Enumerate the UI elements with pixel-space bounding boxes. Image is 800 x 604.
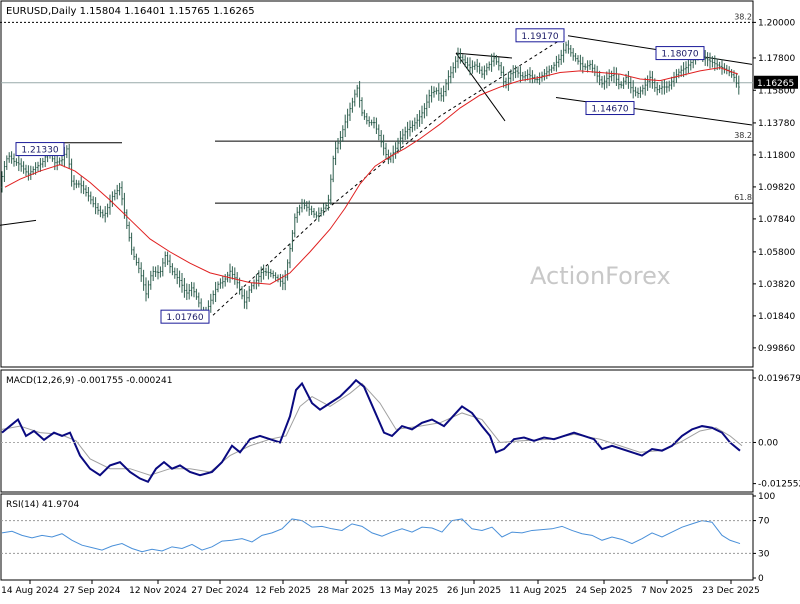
trend-line bbox=[455, 52, 513, 59]
time-tick-label: 12 Nov 2024 bbox=[129, 586, 187, 596]
price-axis: 1.20000 1.17800 1.15800 1.13780 1.11800 1.098… bbox=[753, 18, 798, 354]
price-tick-label: 1.03820 bbox=[758, 280, 795, 290]
price-tick-label: 1.20000 bbox=[758, 18, 795, 28]
macd-tick-label: 0.019679 bbox=[758, 374, 800, 384]
price-tick-label: 1.11800 bbox=[758, 151, 795, 161]
rsi-axis: 100 70 30 0 bbox=[1, 492, 775, 584]
price-annotation-box bbox=[15, 142, 65, 157]
rsi-panel-frame bbox=[0, 493, 754, 581]
macd-panel-frame bbox=[0, 369, 754, 493]
price-annotation-label: 1.19170 bbox=[521, 32, 558, 42]
current-price-tag: 1.16265 bbox=[754, 75, 798, 89]
macd-lines bbox=[1, 378, 743, 484]
rsi-line bbox=[1, 518, 741, 553]
price-series bbox=[1, 40, 740, 321]
time-tick-label: 28 Mar 2025 bbox=[317, 586, 374, 596]
rsi-tick-label: 0 bbox=[758, 574, 764, 584]
price-annotation: 1.14670 bbox=[585, 101, 635, 116]
rsi-lines bbox=[1, 518, 741, 553]
price-annotation: 1.19170 bbox=[515, 28, 565, 43]
macd-tick-label: -0.012552 bbox=[758, 480, 800, 490]
fib-level-label: 61.8 bbox=[734, 193, 752, 202]
time-tick-label: 27 Dec 2024 bbox=[191, 586, 249, 596]
price-panel: EURUSD,Daily 1.15804 1.16401 1.15765 1.1… bbox=[0, 0, 798, 368]
price-annotation-label: 1.14670 bbox=[591, 105, 628, 115]
rsi-title: RSI(14) 41.9704 bbox=[6, 500, 79, 510]
price-annotation: 1.01760 bbox=[160, 309, 210, 324]
macd-title: MACD(12,26,9) -0.001755 -0.000241 bbox=[6, 376, 172, 386]
trend-line bbox=[455, 52, 506, 122]
price-annotation-label: 1.01760 bbox=[166, 313, 203, 323]
macd-main-line bbox=[1, 378, 741, 484]
time-axis: 14 Aug 2024 27 Sep 2024 12 Nov 2024 27 Dec … bbox=[1, 580, 760, 596]
price-panel-frame bbox=[0, 0, 754, 368]
watermark: ActionForex bbox=[530, 262, 671, 290]
rsi-panel: RSI(14) 41.9704 100 70 30 0 bbox=[0, 492, 775, 584]
price-annotation-label: 1.21330 bbox=[21, 146, 58, 156]
fib-level-label: 38.2 bbox=[734, 131, 752, 140]
dashed-trend-line bbox=[212, 36, 566, 316]
price-annotation-box bbox=[160, 309, 210, 324]
time-tick-label: 13 May 2025 bbox=[380, 586, 439, 596]
trend-line bbox=[0, 219, 37, 226]
time-tick-label: 23 Dec 2025 bbox=[702, 586, 760, 596]
fib-level-label: 38.2 bbox=[734, 12, 752, 21]
price-annotation-box bbox=[585, 101, 635, 116]
rsi-tick-label: 30 bbox=[758, 549, 770, 559]
price-tick-label: 1.01840 bbox=[758, 312, 795, 322]
price-tick-label: 0.99860 bbox=[758, 344, 795, 354]
macd-signal-line bbox=[1, 382, 743, 476]
time-tick-label: 7 Nov 2025 bbox=[641, 586, 693, 596]
chart-title: EURUSD,Daily 1.15804 1.16401 1.15765 1.1… bbox=[6, 6, 255, 17]
rsi-tick-label: 70 bbox=[758, 517, 770, 527]
current-price-tag-bg bbox=[754, 75, 798, 89]
price-tick-label: 1.15800 bbox=[758, 86, 795, 96]
time-tick-label: 24 Sep 2025 bbox=[575, 586, 632, 596]
macd-tick-label: 0.00 bbox=[758, 438, 778, 448]
time-tick-label: 12 Feb 2025 bbox=[255, 586, 311, 596]
price-annotation-label: 1.18070 bbox=[661, 50, 698, 60]
price-annotation: 1.21330 bbox=[15, 142, 65, 157]
macd-panel: MACD(12,26,9) -0.001755 -0.000241 0.0196… bbox=[0, 369, 800, 493]
price-tick-label: 1.05800 bbox=[758, 248, 795, 258]
moving-average-line bbox=[4, 67, 739, 285]
moving-average bbox=[4, 67, 739, 285]
price-tick-label: 1.13780 bbox=[758, 119, 795, 129]
price-annotation-box bbox=[515, 28, 565, 43]
rsi-tick-label: 100 bbox=[758, 492, 775, 502]
time-tick-label: 26 Jun 2025 bbox=[447, 586, 501, 596]
time-tick-label: 14 Aug 2024 bbox=[1, 586, 59, 596]
price-tick-label: 1.07840 bbox=[758, 215, 795, 225]
current-price-tag-label: 1.16265 bbox=[757, 79, 794, 89]
price-annotation-box bbox=[655, 46, 705, 61]
macd-axis: 0.019679 0.00 -0.012552 bbox=[1, 374, 800, 490]
price-annotation: 1.18070 bbox=[655, 46, 705, 61]
price-tick-label: 1.17800 bbox=[758, 54, 795, 64]
time-tick-label: 11 Aug 2025 bbox=[509, 586, 567, 596]
time-tick-label: 27 Sep 2024 bbox=[63, 586, 120, 596]
price-tick-label: 1.09820 bbox=[758, 183, 795, 193]
price-annotations: 1.21330 1.01760 1.19170 1.14670 1.18070 bbox=[15, 28, 705, 324]
